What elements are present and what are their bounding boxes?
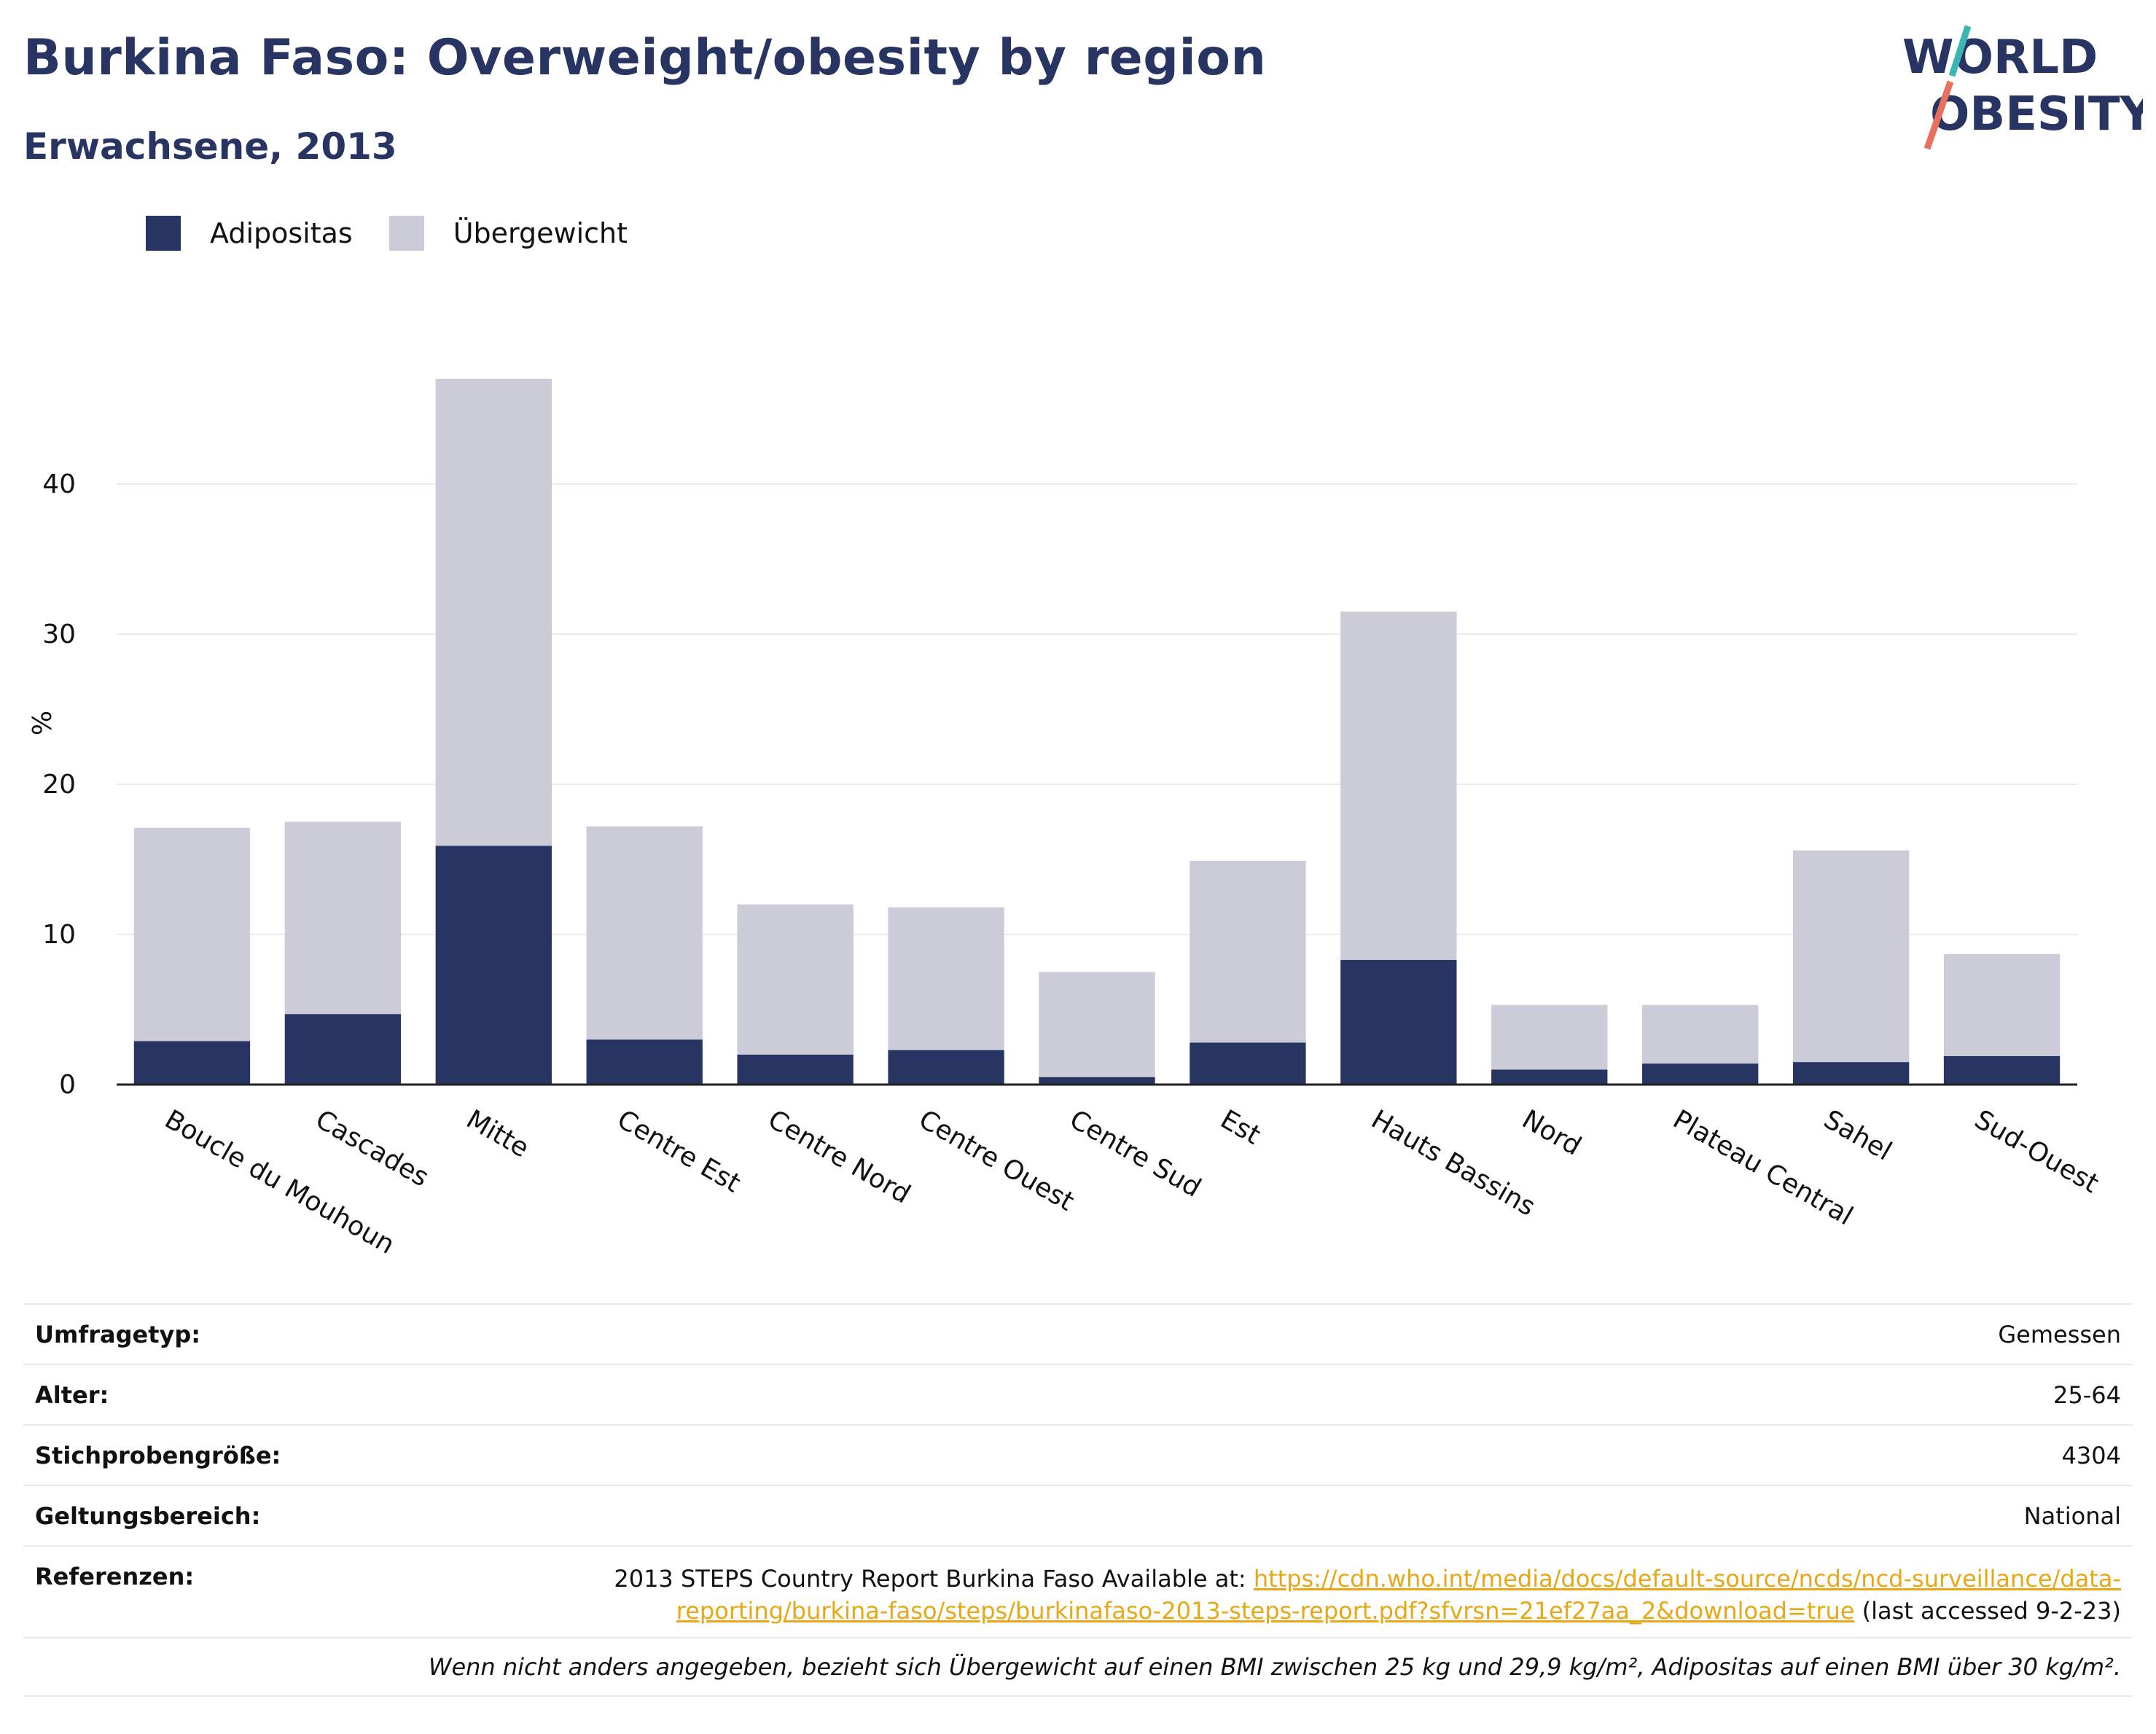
bar-obesity[interactable] <box>1642 1063 1759 1085</box>
references-text-after: (last accessed 9-2-23) <box>1854 1597 2121 1625</box>
logo-slash-coral <box>1923 80 1954 150</box>
x-tick-label: Est <box>1215 1104 1265 1150</box>
sample-size-value: 4304 <box>2061 1441 2121 1469</box>
references-label: Referenzen: <box>35 1563 195 1590</box>
x-tick-label: Hauts Bassins <box>1366 1104 1540 1222</box>
bar-obesity[interactable] <box>586 1039 703 1085</box>
x-tick-label: Centre Nord <box>763 1104 915 1209</box>
bar-obesity[interactable] <box>1491 1069 1608 1085</box>
references-value: 2013 STEPS Country Report Burkina Faso A… <box>445 1563 2121 1627</box>
bar-overweight[interactable] <box>1039 972 1155 1077</box>
references-link-line2[interactable]: reporting/burkina-faso/steps/burkinafaso… <box>676 1597 1855 1625</box>
bar-overweight[interactable] <box>284 821 402 1015</box>
sample-size-label: Stichprobengröße: <box>35 1441 281 1469</box>
info-table: Umfragetyp: Gemessen Alter: 25-64 Stichp… <box>23 1303 2133 1697</box>
info-row-references: Referenzen: 2013 STEPS Country Report Bu… <box>23 1547 2133 1639</box>
bar-obesity[interactable] <box>1340 960 1457 1085</box>
logo-line2: OBESITY <box>1930 87 2143 141</box>
x-tick-label: Cascades <box>310 1104 434 1192</box>
chart-legend: Adipositas Übergewicht <box>146 216 664 251</box>
info-row-scope: Geltungsbereich: National <box>23 1486 2133 1547</box>
bar-overweight[interactable] <box>1642 1004 1759 1064</box>
x-tick-label: Centre Sud <box>1065 1104 1206 1203</box>
bar-overweight[interactable] <box>1491 1004 1608 1070</box>
x-tick-label: Sud-Ouest <box>1969 1104 2104 1199</box>
bar-overweight[interactable] <box>1190 861 1306 1043</box>
bar-overweight[interactable] <box>888 907 1004 1050</box>
legend-swatch-overweight <box>388 216 424 251</box>
bar-obesity[interactable] <box>1190 1042 1306 1085</box>
bar-obesity[interactable] <box>1792 1062 1910 1085</box>
logo-line1: WORLD <box>1902 31 2098 85</box>
x-tick-label: Mitte <box>461 1104 534 1163</box>
y-axis-ticks: 0 10 20 30 40 <box>42 469 76 1100</box>
x-tick-label: Sahel <box>1819 1104 1897 1166</box>
bar-overweight[interactable] <box>435 378 552 846</box>
bar-overweight[interactable] <box>586 826 703 1040</box>
bar-obesity[interactable] <box>1039 1077 1155 1085</box>
survey-type-label: Umfragetyp: <box>35 1320 201 1348</box>
bar-overweight[interactable] <box>1792 850 1910 1063</box>
legend-item-obesity[interactable]: Adipositas <box>146 216 353 251</box>
world-obesity-logo: WORLD OBESITY <box>1902 25 2143 150</box>
age-value: 25-64 <box>2053 1380 2121 1409</box>
info-row-sample-size: Stichprobengröße: 4304 <box>23 1426 2133 1486</box>
y-axis-label: % <box>28 711 58 735</box>
legend-label-overweight: Übergewicht <box>453 217 628 249</box>
y-tick-label: 10 <box>42 920 76 950</box>
bar-obesity[interactable] <box>1943 1055 2061 1085</box>
info-row-age: Alter: 25-64 <box>23 1365 2133 1426</box>
references-link-line1[interactable]: https://cdn.who.int/media/docs/default-s… <box>1253 1565 2121 1593</box>
x-tick-label: Nord <box>1517 1104 1586 1161</box>
chart-subtitle: Erwachsene, 2013 <box>23 125 397 168</box>
legend-label-obesity: Adipositas <box>210 217 353 249</box>
scope-label: Geltungsbereich: <box>35 1501 261 1530</box>
bar-obesity[interactable] <box>888 1050 1004 1085</box>
info-row-survey-type: Umfragetyp: Gemessen <box>23 1305 2133 1365</box>
bmi-definition-note: Wenn nicht anders angegeben, bezieht sic… <box>428 1653 2121 1681</box>
y-tick-label: 0 <box>59 1070 76 1100</box>
age-label: Alter: <box>35 1380 109 1409</box>
bar-obesity[interactable] <box>737 1054 854 1085</box>
chart-title: Burkina Faso: Overweight/obesity by regi… <box>23 29 1267 87</box>
bar-overweight[interactable] <box>133 827 251 1042</box>
bar-overweight[interactable] <box>737 904 854 1055</box>
y-tick-label: 40 <box>42 469 76 499</box>
y-tick-label: 20 <box>42 770 76 800</box>
legend-item-overweight[interactable]: Übergewicht <box>388 216 628 251</box>
x-tick-label: Centre Est <box>612 1104 746 1198</box>
bar-obesity[interactable] <box>284 1014 402 1085</box>
x-tick-label: Centre Ouest <box>914 1104 1079 1217</box>
bar-obesity[interactable] <box>133 1041 251 1085</box>
scope-value: National <box>2023 1501 2121 1530</box>
info-row-note: Wenn nicht anders angegeben, bezieht sic… <box>23 1639 2133 1697</box>
bar-overweight[interactable] <box>1340 612 1457 961</box>
legend-swatch-obesity <box>146 216 181 251</box>
bar-obesity[interactable] <box>435 845 552 1085</box>
bars <box>133 378 2061 1085</box>
logo-slash-teal <box>1948 25 1972 77</box>
survey-type-value: Gemessen <box>1998 1320 2121 1348</box>
references-text-before: 2013 STEPS Country Report Burkina Faso A… <box>614 1565 1254 1593</box>
y-tick-label: 30 <box>42 620 76 649</box>
gridlines <box>117 483 2077 935</box>
bar-overweight[interactable] <box>1943 953 2061 1056</box>
